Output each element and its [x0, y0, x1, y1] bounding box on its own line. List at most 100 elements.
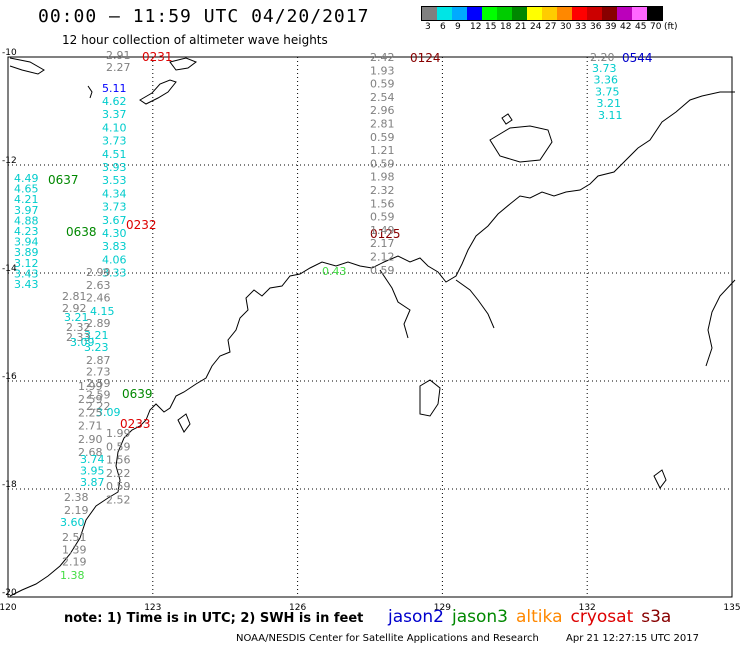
swh-value: 4.51 [102, 148, 127, 161]
footer-timestamp: Apr 21 12:27:15 UTC 2017 [566, 633, 699, 644]
swh-value: 2.99 [86, 266, 111, 279]
swh-value: 3.60 [60, 516, 85, 529]
pass-label: 0125 [370, 227, 401, 241]
legend-label-24: 24 [530, 22, 542, 32]
legend-swatch-12 [467, 7, 482, 20]
legend-swatch-42 [617, 7, 632, 20]
swh-value: 2.92 [62, 302, 87, 315]
coast-bay [455, 279, 495, 329]
swh-value: 2.81 [370, 118, 395, 131]
lat-tick-label: -10 [2, 48, 17, 58]
swh-value: 3.73 [592, 62, 617, 75]
island-groote [419, 379, 441, 417]
swh-value: 4.06 [102, 253, 127, 266]
swh-value: 0.59 [106, 440, 131, 453]
legend-label-3: 3 [425, 22, 431, 32]
lat-tick-label: -18 [2, 480, 17, 490]
swh-value-labels: 2.912.275.114.623.374.103.734.513.933.53… [14, 49, 623, 582]
swh-value: 3.21 [64, 311, 89, 324]
swh-value: 1.99 [78, 380, 103, 393]
swh-value: 4.62 [102, 95, 127, 108]
satellite-legend: jason2 jason3 altika cryosat s3a [388, 607, 679, 627]
pass-time-labels: 0231 0124 0544 0637 0638 0232 0125 0639 0233 [48, 50, 653, 431]
legend-color-bar [421, 6, 663, 21]
swh-value: 2.90 [78, 433, 103, 446]
swh-value: 3.21 [84, 329, 109, 342]
swh-value: 3.36 [594, 74, 619, 87]
swh-value: 4.21 [14, 193, 39, 206]
swh-value: 1.39 [62, 543, 87, 556]
swh-value: 3.94 [14, 236, 39, 249]
swh-value: 2.81 [62, 290, 87, 303]
satellite-cryosat: cryosat [570, 607, 634, 627]
island-lesser-sunda [9, 57, 93, 99]
swh-value: 4.15 [90, 305, 115, 318]
swh-value: 2.38 [64, 491, 89, 504]
map-subtitle: 12 hour collection of altimeter wave hei… [62, 33, 328, 47]
swh-value: 3.43 [14, 267, 39, 280]
map-frame [7, 56, 733, 598]
swh-value: 2.59 [86, 389, 111, 402]
swh-value: 2.19 [64, 504, 89, 517]
swh-value: 2.91 [106, 49, 131, 62]
legend-label-15: 15 [485, 22, 497, 32]
lat-lon-grid [7, 56, 733, 598]
coastline [9, 57, 736, 597]
coast-east [705, 279, 736, 367]
lat-tick-label: -20 [2, 588, 17, 598]
swh-value: 3.73 [102, 135, 127, 148]
swh-value: 1.56 [106, 454, 131, 467]
legend-unit: (ft) [664, 22, 678, 32]
swh-value: 2.59 [78, 393, 103, 406]
legend-label-30: 30 [560, 22, 572, 32]
swh-value: 3.97 [14, 204, 39, 217]
legend-label-21: 21 [515, 22, 527, 32]
legend-label-12: 12 [470, 22, 482, 32]
footer-credit: NOAA/NESDIS Center for Satellite Applica… [236, 633, 539, 644]
legend-label-39: 39 [605, 22, 617, 32]
swh-value: 3.95 [80, 465, 105, 478]
legend-swatch-9 [452, 7, 467, 20]
swh-value: 2.71 [78, 420, 103, 433]
axis-tick-labels: 120 123 126 129 132 135 -10 -12 -14 -16 -18 -20 [0, 48, 740, 613]
swh-value: 2.96 [370, 104, 395, 117]
swh-value: 4.34 [102, 187, 127, 200]
pass-label: 0124 [410, 51, 441, 65]
swh-value: 1.99 [106, 427, 131, 440]
swh-value: 2.33 [66, 331, 91, 344]
legend-label-45: 45 [635, 22, 647, 32]
swh-value: 3.21 [597, 97, 622, 110]
swh-value: 3.93 [102, 161, 127, 174]
swh-value: 2.32 [66, 321, 91, 334]
swh-value: 3.73 [102, 201, 127, 214]
swh-value: 3.43 [14, 278, 39, 291]
swh-value: 2.42 [370, 51, 395, 64]
lon-tick-label: 132 [579, 603, 596, 613]
legend-swatch-27 [542, 7, 557, 20]
legend-swatch-36 [587, 7, 602, 20]
swh-value: 4.30 [102, 227, 127, 240]
footnote: note: 1) Time is in UTC; 2) SWH is in fe… [64, 611, 364, 626]
lat-tick-label: -16 [2, 372, 17, 382]
swh-value: 3.11 [598, 109, 623, 122]
swh-value: 0.59 [370, 78, 395, 91]
swh-value: 3.87 [80, 476, 105, 489]
swh-value: 4.88 [14, 214, 39, 227]
lon-tick-label: 129 [434, 603, 451, 613]
satellite-jason2: jason2 [388, 607, 444, 627]
pass-label: 0231 [142, 50, 173, 64]
legend-label-36: 36 [590, 22, 602, 32]
swh-value: 1.21 [370, 144, 395, 157]
satellite-s3a: s3a [641, 607, 672, 627]
swh-value: 2.27 [106, 61, 131, 74]
swh-value: 0.59 [106, 480, 131, 493]
lon-tick-label: 120 [0, 603, 17, 613]
legend-swatch-15 [482, 7, 497, 20]
swh-value: 3.74 [80, 453, 105, 466]
legend-label-27: 27 [545, 22, 557, 32]
swh-value: 3.09 [70, 336, 95, 349]
swh-value: 2.25 [78, 406, 103, 419]
swh-value: 4.10 [102, 121, 127, 134]
swh-value: 2.19 [62, 556, 87, 569]
swh-value: 0.59 [370, 131, 395, 144]
